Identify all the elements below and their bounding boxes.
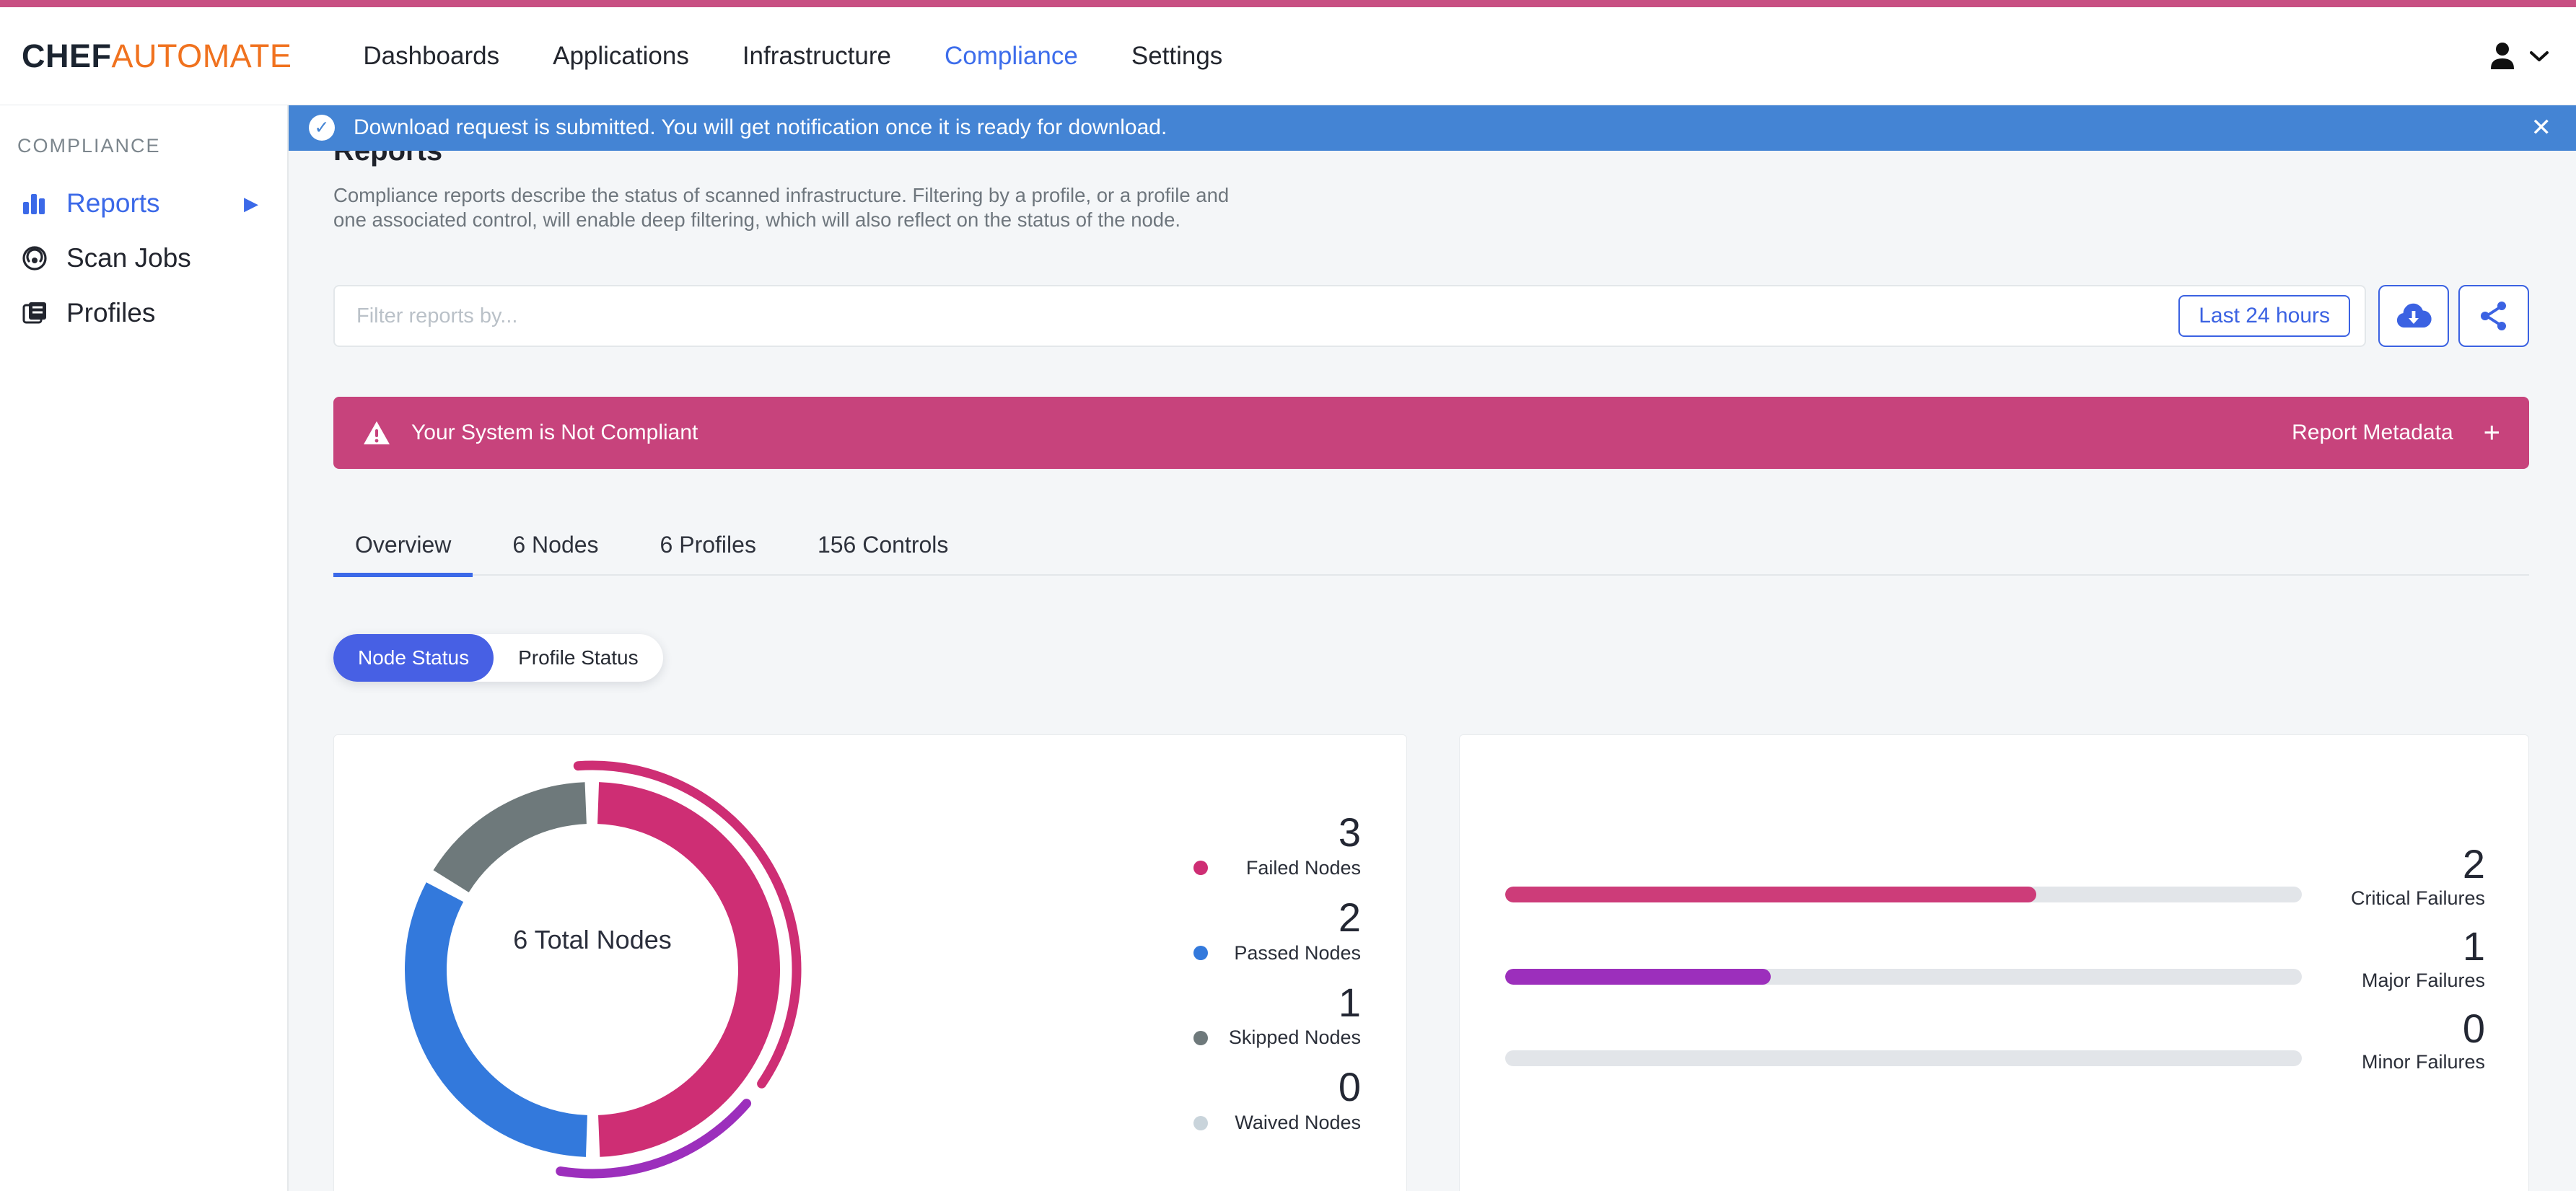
user-icon <box>2485 40 2518 73</box>
failure-severity-card: 2 Critical Failures 1 Major Failures <box>1459 734 2529 1191</box>
page-description: Compliance reports describe the status o… <box>333 184 1230 231</box>
legend-skipped-nodes: 1 Skipped Nodes <box>1193 981 1361 1050</box>
failed-dot <box>1193 861 1208 876</box>
sidebar-item-scan-jobs[interactable]: Scan Jobs <box>0 231 287 286</box>
legend-passed-nodes: 2 Passed Nodes <box>1193 896 1361 964</box>
tab-controls[interactable]: 156 Controls <box>817 532 949 558</box>
bar-chart-icon <box>20 190 49 216</box>
severity-row: 1 Major Failures <box>1505 925 2485 992</box>
logo-chef: CHEF <box>22 37 112 74</box>
node-status-card: 6 Total Nodes 3 Failed Nodes 2 <box>333 734 1407 1191</box>
severity-bars: 2 Critical Failures 1 Major Failures <box>1460 735 2528 1073</box>
check-circle-icon: ✓ <box>309 115 335 141</box>
sidebar: COMPLIANCE Reports ▶ Scan Jobs Profiles <box>0 105 289 1191</box>
top-accent-bar <box>0 0 2576 7</box>
severity-row: 0 Minor Failures <box>1505 1007 2485 1074</box>
legend-waived-nodes: 0 Waived Nodes <box>1193 1066 1361 1134</box>
cloud-download-icon <box>2395 302 2432 330</box>
donut-center-label: 6 Total Nodes <box>513 925 672 954</box>
documents-icon <box>20 299 49 327</box>
filter-toolbar: Last 24 hours <box>333 285 2529 347</box>
waived-dot <box>1193 1115 1208 1130</box>
skipped-dot <box>1193 1030 1208 1045</box>
report-tabs: Overview 6 Nodes 6 Profiles 156 Controls <box>333 532 2529 577</box>
tab-profiles[interactable]: 6 Profiles <box>660 532 756 558</box>
chef-automate-logo[interactable]: CHEFAUTOMATE <box>22 38 292 75</box>
chevron-down-icon <box>2530 50 2549 62</box>
nav-applications[interactable]: Applications <box>553 42 689 70</box>
time-range-button[interactable]: Last 24 hours <box>2178 295 2350 337</box>
chevron-right-icon: ▶ <box>244 192 258 214</box>
critical-failures-bar <box>1505 886 2302 902</box>
passed-dot <box>1193 946 1208 961</box>
notification-message: Download request is submitted. You will … <box>354 115 1167 139</box>
share-report-button[interactable] <box>2458 285 2529 347</box>
warning-triangle-icon <box>362 420 391 446</box>
node-status-donut <box>383 760 802 1179</box>
legend-failed-nodes: 3 Failed Nodes <box>1193 811 1361 879</box>
major-failures-bar <box>1505 968 2302 985</box>
sidebar-section-label: COMPLIANCE <box>17 135 161 157</box>
status-toggle: Node Status Profile Status <box>333 634 663 682</box>
report-metadata-toggle[interactable]: Report Metadata + <box>2292 417 2500 449</box>
node-status-pill[interactable]: Node Status <box>333 634 494 682</box>
nav-dashboards[interactable]: Dashboards <box>363 42 500 70</box>
profile-status-pill[interactable]: Profile Status <box>518 646 639 669</box>
sidebar-item-label: Reports <box>66 188 160 218</box>
close-icon[interactable]: ✕ <box>2531 114 2552 141</box>
logo-automate: AUTOMATE <box>111 37 292 74</box>
share-icon <box>2479 300 2509 332</box>
download-report-button[interactable] <box>2378 285 2449 347</box>
tab-nodes[interactable]: 6 Nodes <box>512 532 599 558</box>
overview-cards: 6 Total Nodes 3 Failed Nodes 2 <box>333 734 2529 1191</box>
download-notification-banner: ✓ Download request is submitted. You wil… <box>289 105 2576 151</box>
sidebar-item-label: Scan Jobs <box>66 243 191 273</box>
app-header: CHEFAUTOMATE Dashboards Applications Inf… <box>0 7 2576 105</box>
plus-icon: + <box>2483 417 2500 449</box>
compliance-status-banner: Your System is Not Compliant Report Meta… <box>333 397 2529 469</box>
filter-box: Last 24 hours <box>333 285 2366 347</box>
nav-infrastructure[interactable]: Infrastructure <box>742 42 892 70</box>
nav-compliance[interactable]: Compliance <box>945 42 1078 70</box>
minor-failures-bar <box>1505 1050 2302 1067</box>
nav-settings[interactable]: Settings <box>1131 42 1223 70</box>
main-nav: Dashboards Applications Infrastructure C… <box>336 7 1249 105</box>
main-area: ✓ Download request is submitted. You wil… <box>289 105 2576 1191</box>
user-menu[interactable] <box>2485 40 2549 73</box>
filter-reports-input[interactable] <box>356 304 2165 328</box>
reports-content: Reports Compliance reports describe the … <box>289 105 2576 1191</box>
status-toggle-wrap: Node Status Profile Status <box>333 634 2529 682</box>
node-status-legend: 3 Failed Nodes 2 Passed Nodes <box>1193 811 1361 1151</box>
radar-icon <box>20 245 49 272</box>
sidebar-item-profiles[interactable]: Profiles <box>0 286 287 340</box>
sidebar-item-label: Profiles <box>66 298 156 328</box>
severity-row: 2 Critical Failures <box>1505 843 2485 910</box>
tab-overview[interactable]: Overview <box>333 532 473 577</box>
sidebar-item-reports[interactable]: Reports ▶ <box>0 176 287 231</box>
compliance-status-text: Your System is Not Compliant <box>411 421 698 444</box>
